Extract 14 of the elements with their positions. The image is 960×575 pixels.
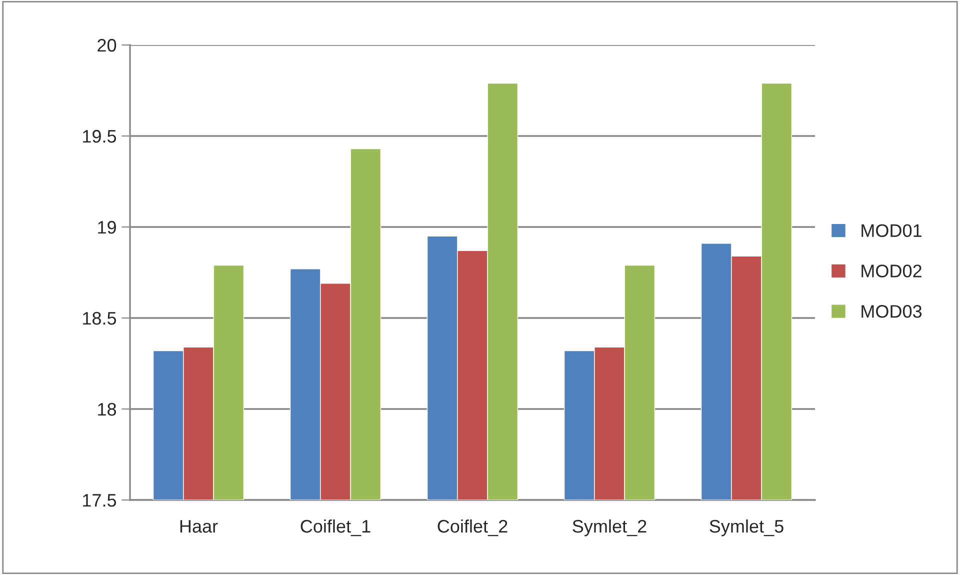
- y-tick-label: 20: [98, 38, 116, 52]
- y-tick-label: 17.5: [83, 494, 116, 507]
- x-tick-label: Symlet_5: [710, 519, 784, 536]
- x-tick-label: Coiflet_2: [438, 519, 508, 536]
- x-tick-label: Haar: [180, 520, 218, 533]
- y-tick-label: 19: [98, 220, 116, 234]
- y-tick-label: 18: [98, 402, 116, 416]
- y-tick-label: 18.5: [83, 312, 116, 325]
- x-tick-label: Coiflet_1: [300, 519, 370, 536]
- y-tick-label: 19.5: [83, 130, 116, 143]
- legend-label: MOD03: [862, 305, 922, 318]
- legend-label: MOD01: [862, 224, 922, 237]
- legend-label: MOD02: [862, 264, 922, 278]
- x-tick-label: Symlet_2: [572, 519, 646, 536]
